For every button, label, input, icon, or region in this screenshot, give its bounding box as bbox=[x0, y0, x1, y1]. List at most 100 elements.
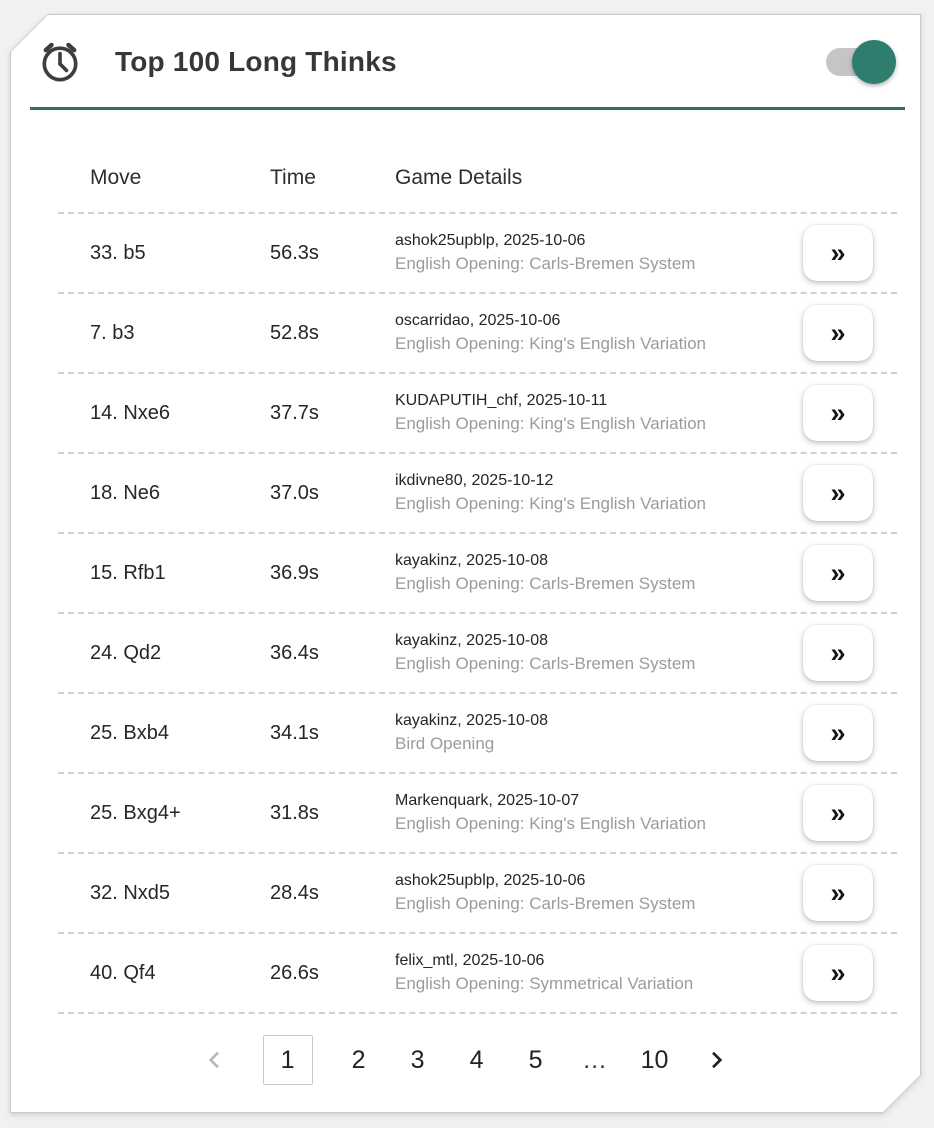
table-row: 18. Ne6 37.0s ikdivne80, 2025-10-12 Engl… bbox=[58, 454, 897, 534]
pagination-prev-button[interactable] bbox=[204, 1047, 230, 1073]
pagination-page-1[interactable]: 1 bbox=[263, 1035, 313, 1085]
opening-name: English Opening: Carls-Bremen System bbox=[395, 894, 696, 914]
move-cell: 7. b3 bbox=[90, 321, 135, 344]
toggle-thumb bbox=[852, 40, 896, 84]
time-cell: 28.4s bbox=[270, 881, 319, 904]
opening-name: English Opening: King's English Variatio… bbox=[395, 494, 707, 514]
fast-forward-icon: » bbox=[830, 717, 846, 748]
player-and-date: oscarridao, 2025-10-06 bbox=[395, 312, 561, 330]
fast-forward-icon: » bbox=[830, 637, 846, 668]
goto-game-button[interactable]: » bbox=[803, 545, 873, 601]
time-cell: 26.6s bbox=[270, 961, 319, 984]
time-cell: 36.9s bbox=[270, 561, 319, 584]
game-details-cell: ashok25upblp, 2025-10-06 English Opening… bbox=[395, 229, 803, 277]
chevron-left-icon bbox=[208, 1052, 225, 1069]
opening-name: English Opening: Symmetrical Variation bbox=[395, 974, 694, 994]
time-cell: 36.4s bbox=[270, 641, 319, 664]
goto-game-button[interactable]: » bbox=[803, 305, 873, 361]
opening-name: Bird Opening bbox=[395, 734, 495, 754]
player-and-date: kayakinz, 2025-10-08 bbox=[395, 552, 548, 570]
game-details-cell: oscarridao, 2025-10-06 English Opening: … bbox=[395, 309, 803, 357]
card-header: Top 100 Long Thinks bbox=[11, 15, 920, 85]
pagination-page-4[interactable]: 4 bbox=[464, 1046, 490, 1075]
page-title: Top 100 Long Thinks bbox=[115, 46, 397, 77]
table-row: 32. Nxd5 28.4s ashok25upblp, 2025-10-06 … bbox=[58, 854, 897, 934]
time-cell: 52.8s bbox=[270, 321, 319, 344]
move-cell: 33. b5 bbox=[90, 241, 146, 264]
pagination-page-3[interactable]: 3 bbox=[405, 1046, 431, 1075]
table-row: 33. b5 56.3s ashok25upblp, 2025-10-06 En… bbox=[58, 214, 897, 294]
game-details-cell: Markenquark, 2025-10-07 English Opening:… bbox=[395, 789, 803, 837]
goto-game-button[interactable]: » bbox=[803, 865, 873, 921]
time-cell: 34.1s bbox=[270, 721, 319, 744]
goto-game-button[interactable]: » bbox=[803, 945, 873, 1001]
player-and-date: ashok25upblp, 2025-10-06 bbox=[395, 872, 586, 890]
column-header-move: Move bbox=[90, 166, 142, 189]
player-and-date: kayakinz, 2025-10-08 bbox=[395, 632, 548, 650]
move-cell: 15. Rfb1 bbox=[90, 561, 166, 584]
pagination-ellipsis: … bbox=[582, 1045, 608, 1074]
pagination: 1 2 3 4 5 … 10 bbox=[11, 1028, 920, 1092]
toggle-switch[interactable] bbox=[826, 48, 890, 76]
game-details-cell: kayakinz, 2025-10-08 English Opening: Ca… bbox=[395, 549, 803, 597]
game-details-cell: ashok25upblp, 2025-10-06 English Opening… bbox=[395, 869, 803, 917]
move-cell: 25. Bxb4 bbox=[90, 721, 169, 744]
table-row: 14. Nxe6 37.7s KUDAPUTIH_chf, 2025-10-11… bbox=[58, 374, 897, 454]
goto-game-button[interactable]: » bbox=[803, 785, 873, 841]
move-cell: 32. Nxd5 bbox=[90, 881, 171, 904]
fast-forward-icon: » bbox=[830, 957, 846, 988]
player-and-date: felix_mtl, 2025-10-06 bbox=[395, 952, 545, 970]
opening-name: English Opening: Carls-Bremen System bbox=[395, 574, 696, 594]
table-row: 7. b3 52.8s oscarridao, 2025-10-06 Engli… bbox=[58, 294, 897, 374]
goto-game-button[interactable]: » bbox=[803, 625, 873, 681]
table-row: 24. Qd2 36.4s kayakinz, 2025-10-08 Engli… bbox=[58, 614, 897, 694]
goto-game-button[interactable]: » bbox=[803, 705, 873, 761]
opening-name: English Opening: King's English Variatio… bbox=[395, 334, 707, 354]
player-and-date: KUDAPUTIH_chf, 2025-10-11 bbox=[395, 392, 608, 410]
player-and-date: Markenquark, 2025-10-07 bbox=[395, 792, 580, 810]
pagination-page-5[interactable]: 5 bbox=[523, 1046, 549, 1075]
fast-forward-icon: » bbox=[830, 317, 846, 348]
table-row: 40. Qf4 26.6s felix_mtl, 2025-10-06 Engl… bbox=[58, 934, 897, 1014]
move-cell: 18. Ne6 bbox=[90, 481, 161, 504]
fast-forward-icon: » bbox=[830, 877, 846, 908]
time-cell: 31.8s bbox=[270, 801, 319, 824]
pagination-page-10[interactable]: 10 bbox=[640, 1045, 669, 1074]
fast-forward-icon: » bbox=[830, 397, 846, 428]
fast-forward-icon: » bbox=[830, 797, 846, 828]
game-details-cell: KUDAPUTIH_chf, 2025-10-11 English Openin… bbox=[395, 389, 803, 437]
card: Top 100 Long Thinks Move Time Game Detai… bbox=[10, 14, 921, 1113]
game-details-cell: ikdivne80, 2025-10-12 English Opening: K… bbox=[395, 469, 803, 517]
table-header-row: Move Time Game Details bbox=[58, 110, 897, 214]
opening-name: English Opening: King's English Variatio… bbox=[395, 814, 707, 834]
chevron-right-icon bbox=[706, 1052, 723, 1069]
table-row: 25. Bxb4 34.1s kayakinz, 2025-10-08 Bird… bbox=[58, 694, 897, 774]
goto-game-button[interactable]: » bbox=[803, 465, 873, 521]
long-thinks-table: Move Time Game Details 33. b5 56.3s asho… bbox=[58, 110, 897, 1014]
game-details-cell: kayakinz, 2025-10-08 Bird Opening bbox=[395, 709, 803, 757]
goto-game-button[interactable]: » bbox=[803, 385, 873, 441]
player-and-date: ikdivne80, 2025-10-12 bbox=[395, 472, 554, 490]
pagination-next-button[interactable] bbox=[701, 1047, 727, 1073]
pagination-page-2[interactable]: 2 bbox=[346, 1046, 372, 1075]
fast-forward-icon: » bbox=[830, 557, 846, 588]
time-cell: 37.7s bbox=[270, 401, 319, 424]
column-header-game-details: Game Details bbox=[395, 166, 523, 189]
opening-name: English Opening: Carls-Bremen System bbox=[395, 654, 696, 674]
move-cell: 25. Bxg4+ bbox=[90, 801, 181, 824]
player-and-date: ashok25upblp, 2025-10-06 bbox=[395, 232, 586, 250]
move-cell: 40. Qf4 bbox=[90, 961, 156, 984]
fast-forward-icon: » bbox=[830, 477, 846, 508]
table-body: 33. b5 56.3s ashok25upblp, 2025-10-06 En… bbox=[58, 214, 897, 1014]
game-details-cell: kayakinz, 2025-10-08 English Opening: Ca… bbox=[395, 629, 803, 677]
fast-forward-icon: » bbox=[830, 237, 846, 268]
alarm-clock-icon bbox=[37, 39, 83, 85]
goto-game-button[interactable]: » bbox=[803, 225, 873, 281]
move-cell: 24. Qd2 bbox=[90, 641, 162, 664]
column-header-time: Time bbox=[270, 166, 316, 189]
time-cell: 37.0s bbox=[270, 481, 319, 504]
time-cell: 56.3s bbox=[270, 241, 319, 264]
header-divider bbox=[30, 107, 905, 110]
opening-name: English Opening: Carls-Bremen System bbox=[395, 254, 696, 274]
player-and-date: kayakinz, 2025-10-08 bbox=[395, 712, 548, 730]
